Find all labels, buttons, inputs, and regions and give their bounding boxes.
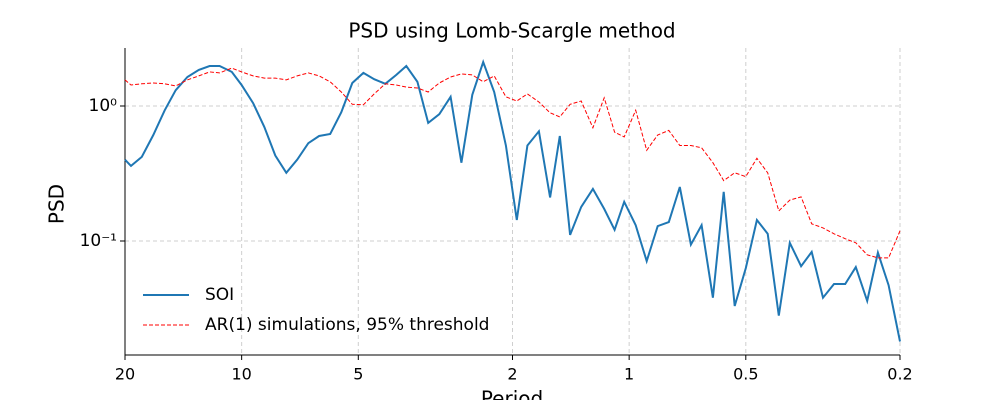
x-tick-label: 0.2 xyxy=(887,365,912,384)
y-axis-label: PSD xyxy=(45,184,69,224)
x-tick-label: 20 xyxy=(115,365,135,384)
x-tick-label: 10 xyxy=(231,365,251,384)
series-line xyxy=(124,58,901,342)
x-tick-label: 1 xyxy=(624,365,634,384)
series-line xyxy=(124,67,901,259)
legend-label: AR(1) simulations, 95% threshold xyxy=(205,315,489,335)
legend-label: SOI xyxy=(205,285,234,305)
x-axis-label: Period xyxy=(481,387,543,400)
x-tick-label: 2 xyxy=(507,365,517,384)
y-tick-label: 10⁻¹ xyxy=(80,231,117,251)
x-tick-label: 0.5 xyxy=(733,365,758,384)
y-tick-label: 10⁰ xyxy=(89,96,118,116)
x-tick-label: 5 xyxy=(353,365,363,384)
chart-title: PSD using Lomb-Scargle method xyxy=(348,19,675,43)
